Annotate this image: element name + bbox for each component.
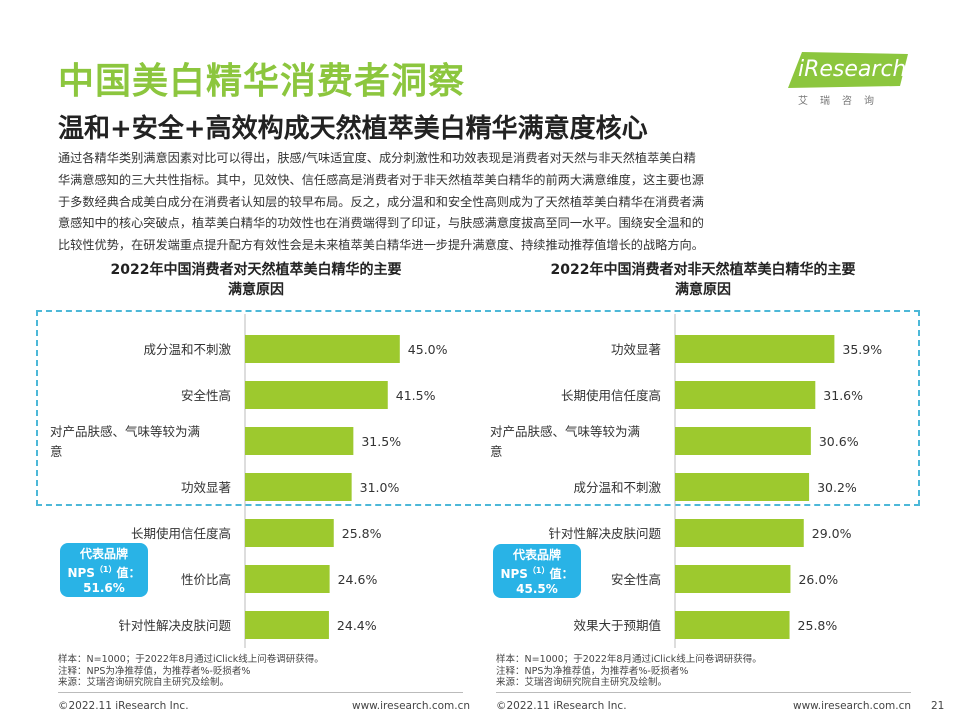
data-label: 31.5%	[361, 434, 401, 449]
iresearch-logo: iResearch 艾瑞咨询	[788, 52, 908, 114]
note-line: 来源：艾瑞咨询研究院自主研究及绘制。	[58, 677, 230, 688]
data-label: 35.9%	[842, 342, 882, 357]
logo-sub-text: 艾瑞咨询	[798, 96, 886, 107]
category-label: 功效显著	[611, 342, 661, 357]
nps-badge-colon: 值：	[549, 567, 574, 581]
nps-badge-line1: 代表品牌	[512, 548, 561, 562]
page-number: 21	[931, 700, 945, 712]
data-label: 24.6%	[338, 572, 378, 587]
note-line: 注释：NPS为净推荐值，为推荐者%-贬损者%	[58, 665, 251, 677]
page-title: 中国美白精华消费者洞察	[58, 61, 466, 102]
left-chart-title: 2022年中国消费者对天然植萃美白精华的主要 满意原因	[60, 260, 452, 300]
left-footnotes: 样本：N=1000；于2022年8月通过iClick线上问卷调研获得。 注释：N…	[58, 654, 324, 689]
category-label: 意	[490, 444, 503, 459]
note-line: 样本：N=1000；于2022年8月通过iClick线上问卷调研获得。	[496, 654, 762, 665]
nps-badge-value: 45.5%	[516, 582, 558, 596]
left-chart-title-line: 2022年中国消费者对天然植萃美白精华的主要	[110, 262, 402, 278]
data-label: 30.6%	[819, 434, 859, 449]
body-line: 华满意感知的三大共性指标。其中，见效快、信任感高是消费者对于非天然植萃美白精华的…	[58, 172, 704, 187]
category-label: 效果大于预期值	[573, 618, 661, 633]
category-label: 长期使用信任度高	[561, 388, 661, 403]
footer-divider	[58, 692, 463, 693]
category-label: 针对性解决皮肤问题	[118, 618, 231, 633]
data-label: 25.8%	[798, 618, 838, 633]
note-line: 注释：NPS为净推荐值，为推荐者%-贬损者%	[496, 665, 689, 677]
bar-2	[675, 381, 816, 409]
footer-divider	[496, 692, 911, 693]
category-label: 功效显著	[181, 480, 231, 495]
note-line: 样本：N=1000；于2022年8月通过iClick线上问卷调研获得。	[58, 654, 324, 665]
body-line: 于多数经典合成美白成分在消费者认知层的较早布局。反之，成分温和和安全性高则成为了…	[58, 194, 704, 209]
nps-badge-colon: 值：	[116, 566, 141, 580]
bar-6	[245, 565, 330, 593]
bar-6	[675, 565, 791, 593]
category-label: 安全性高	[611, 572, 661, 587]
bar-5	[675, 519, 804, 547]
nps-badge-label: NPS	[500, 567, 528, 581]
bar-3	[245, 427, 354, 455]
body-line: 比较性优势，在研发端重点提升配方有效性会是未来植萃美白精华进一步提升满意度、持续…	[58, 238, 704, 253]
right-nps-badge: 代表品牌 NPS（1）值： 45.5%	[493, 544, 581, 598]
category-label: 安全性高	[181, 388, 231, 403]
right-chart-title: 2022年中国消费者对非天然植萃美白精华的主要 满意原因	[497, 260, 909, 300]
category-label: 成分温和不刺激	[573, 480, 661, 495]
body-line: 意感知中的核心突破点，植萃美白精华的功效性也在消费端得到了印证，与肤感满意度拔高…	[58, 216, 704, 231]
bar-4	[245, 473, 352, 501]
right-chart-title-line: 满意原因	[675, 282, 731, 298]
bar-1	[245, 335, 400, 363]
data-label: 26.0%	[798, 572, 838, 587]
footer-copyright: ©2022.11 iResearch Inc.	[496, 700, 627, 712]
data-label: 25.8%	[342, 526, 382, 541]
data-label: 41.5%	[396, 388, 436, 403]
logo-brand-text: iResearch	[798, 57, 907, 82]
footer-copyright: ©2022.11 iResearch Inc.	[58, 700, 189, 712]
left-nps-badge: 代表品牌 NPS（1）值： 51.6%	[60, 543, 148, 597]
nps-badge-line1: 代表品牌	[79, 547, 128, 561]
nps-badge-footnote: （1）	[527, 566, 550, 575]
data-label: 29.0%	[812, 526, 852, 541]
footer-website-link[interactable]: www.iresearch.com.cn	[352, 700, 471, 712]
bar-7	[675, 611, 790, 639]
category-label: 对产品肤感、气味等较为满	[490, 424, 640, 439]
bar-7	[245, 611, 329, 639]
data-label: 30.2%	[817, 480, 857, 495]
right-footnotes: 样本：N=1000；于2022年8月通过iClick线上问卷调研获得。 注释：N…	[496, 654, 762, 689]
bar-3	[675, 427, 811, 455]
category-label: 成分温和不刺激	[143, 342, 231, 357]
bar-1	[675, 335, 835, 363]
bar-4	[675, 473, 810, 501]
bar-5	[245, 519, 334, 547]
data-label: 45.0%	[408, 342, 448, 357]
category-label: 针对性解决皮肤问题	[548, 526, 661, 541]
left-chart-title-line: 满意原因	[228, 282, 284, 298]
top-reasons-highlight-box	[36, 310, 920, 506]
logo-badge-icon	[788, 52, 908, 88]
right-bar-chart: 35.9% 功效显著 31.6% 长期使用信任度高 30.6% 对产品肤感、气味等较为满意…	[490, 314, 882, 648]
bar-2	[245, 381, 388, 409]
data-label: 24.4%	[337, 618, 377, 633]
data-label: 31.0%	[360, 480, 400, 495]
category-label: 意	[50, 444, 63, 459]
body-paragraph: 通过各精华类别满意因素对比可以得出，肤感/气味适宜度、成分刺激性和功效表现是消费…	[58, 148, 908, 257]
nps-badge-footnote: （1）	[94, 565, 117, 574]
page-subtitle: 温和+安全+高效构成天然植萃美白精华满意度核心	[58, 114, 648, 144]
nps-badge-label: NPS	[67, 566, 95, 580]
category-label: 性价比高	[181, 572, 231, 587]
category-label: 长期使用信任度高	[131, 526, 231, 541]
note-line: 来源：艾瑞咨询研究院自主研究及绘制。	[496, 677, 668, 688]
footer-website-link[interactable]: www.iresearch.com.cn	[793, 700, 912, 712]
body-line: 通过各精华类别满意因素对比可以得出，肤感/气味适宜度、成分刺激性和功效表现是消费…	[58, 151, 696, 165]
nps-badge-value: 51.6%	[83, 581, 125, 595]
right-chart-title-line: 2022年中国消费者对非天然植萃美白精华的主要	[550, 262, 856, 278]
data-label: 31.6%	[823, 388, 863, 403]
category-label: 对产品肤感、气味等较为满	[50, 424, 200, 439]
